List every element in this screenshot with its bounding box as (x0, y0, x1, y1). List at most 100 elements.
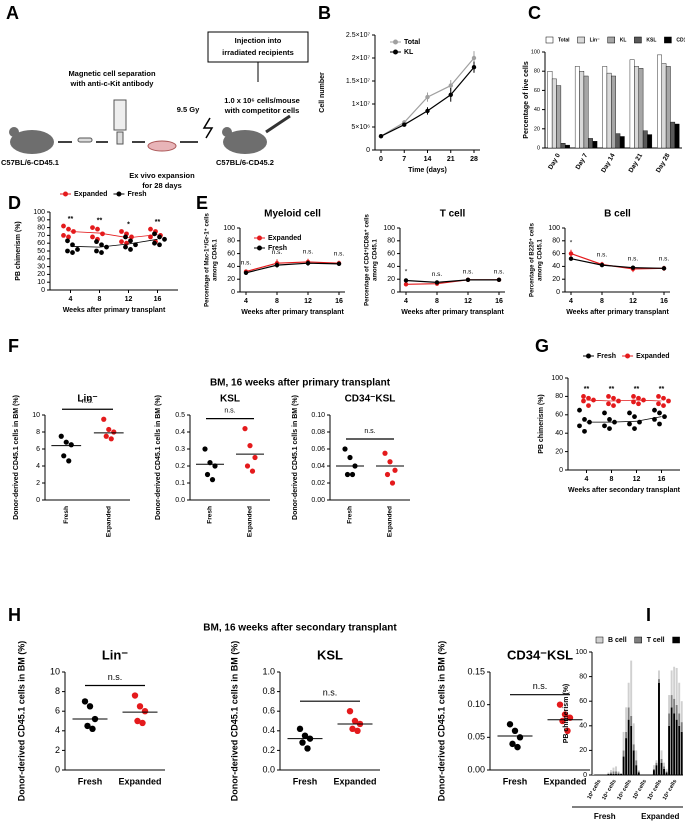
y-axis-label: among CD45.1 (538, 239, 544, 281)
bar-segment (592, 773, 595, 775)
y-tick-label: 0 (391, 289, 395, 296)
y-tick-label: 1.5×10⁷ (346, 78, 371, 85)
legend-marker (116, 191, 122, 197)
annotation: ** (609, 386, 615, 393)
x-tick-label: Expanded (333, 776, 376, 786)
chart-title: KSL (317, 647, 343, 662)
y-tick-label: 80 (37, 224, 45, 231)
x-tick-label: 16 (660, 298, 668, 305)
bar-segment (680, 701, 683, 723)
point (106, 426, 112, 433)
point (389, 480, 396, 486)
y-tick-label: 40 (552, 263, 560, 270)
bar-segment (658, 670, 660, 680)
x-tick-label: 14 (424, 156, 432, 163)
x-tick-label: Expanded (247, 506, 254, 537)
point (587, 419, 592, 425)
annotation: n.s. (364, 428, 375, 435)
bar (661, 63, 667, 149)
y-tick-label: 100 (548, 225, 560, 232)
point (123, 234, 128, 240)
y-tick-label: 0.00 (467, 764, 485, 774)
point (425, 94, 430, 100)
annotation: n.s. (82, 398, 93, 405)
point (101, 416, 107, 422)
x-tick-label: 16 (154, 296, 162, 303)
x-axis-label: Weeks after primary transplant (401, 309, 504, 316)
mouse (222, 127, 232, 137)
legend-label: B cell (608, 637, 627, 644)
x-axis-label: Weeks after primary transplant (241, 309, 344, 316)
point (403, 282, 409, 287)
point (100, 231, 105, 237)
y-tick-label: 4 (55, 725, 60, 735)
x-tick-label: 4 (404, 298, 408, 305)
y-axis-label: among CD45.1 (213, 239, 219, 281)
bar (634, 66, 639, 149)
y-tick-label: 1×10⁷ (352, 101, 371, 108)
point (611, 395, 616, 401)
point (134, 717, 141, 725)
tube (116, 131, 124, 145)
bar-segment (680, 731, 683, 775)
y-tick-label: 40 (227, 263, 235, 270)
mean-line (586, 399, 662, 402)
point (148, 234, 153, 240)
bar-segment (612, 773, 615, 775)
y-tick-label: 2×10⁷ (352, 55, 371, 62)
bar (642, 130, 648, 149)
x-tick-label: 12 (125, 296, 133, 303)
y-tick-label: 2 (36, 480, 40, 487)
y-tick-label: 0.6 (262, 706, 275, 716)
x-tick-label: Expanded (105, 506, 112, 537)
y-tick-label: 6 (55, 706, 60, 716)
y-tick-label: 0.5 (175, 412, 185, 419)
annotation: n.s. (272, 249, 283, 256)
y-tick-label: 10 (32, 412, 40, 419)
y-tick-label: 5×10⁶ (351, 124, 370, 131)
panel-letter: H (8, 605, 21, 625)
y-tick-label: 0 (55, 764, 60, 774)
chart-title: Lin⁻ (102, 647, 128, 662)
y-tick-label: 30 (37, 263, 45, 270)
point (108, 436, 114, 442)
point (636, 395, 641, 401)
y-tick-label: 0.05 (467, 732, 485, 742)
point (581, 398, 586, 404)
point (346, 708, 354, 715)
point (104, 244, 109, 250)
y-tick-label: 10 (37, 279, 45, 286)
bar-segment (607, 772, 610, 774)
bar (619, 136, 625, 149)
point (564, 727, 571, 734)
y-tick-label: 0.08 (311, 429, 325, 436)
point (641, 397, 646, 403)
mean-line (70, 231, 158, 239)
y-tick-label: 2 (55, 745, 60, 755)
point (61, 233, 66, 238)
point (299, 739, 306, 746)
bar-segment (670, 707, 673, 775)
legend-label: Fresh (268, 245, 287, 252)
point (65, 248, 70, 254)
point (471, 65, 477, 70)
bar (565, 144, 570, 149)
y-tick-label: 1.0 (262, 666, 275, 676)
bar-segment (678, 713, 681, 726)
bar-segment (680, 722, 683, 732)
point (607, 417, 612, 422)
point (70, 250, 75, 255)
point (141, 708, 149, 715)
point (349, 725, 356, 733)
x-axis-label: Weeks after primary transplant (566, 309, 669, 316)
x-axis-label: Weeks after secondary transplant (568, 487, 681, 494)
bar-segment (665, 768, 668, 772)
point (252, 454, 258, 461)
y-tick-label: 0 (537, 145, 540, 151)
x-tick-label: 16 (658, 476, 666, 483)
group-label: Expanded (641, 812, 679, 821)
point (465, 277, 471, 283)
y-tick-label: 0 (231, 289, 235, 296)
bar (647, 134, 653, 149)
bar (588, 138, 593, 149)
